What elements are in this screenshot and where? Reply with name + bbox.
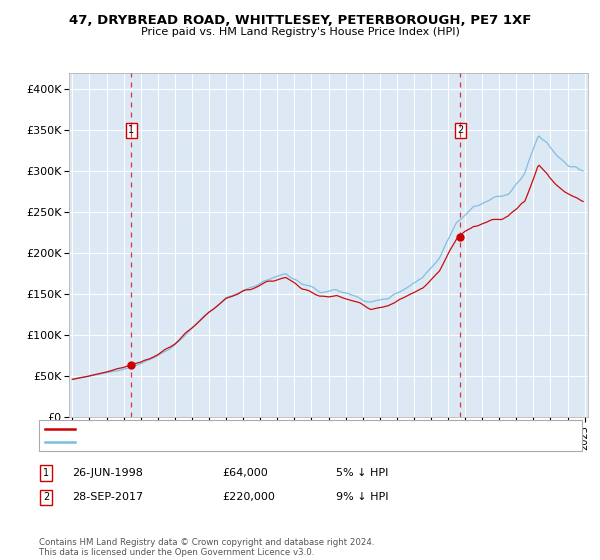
Text: £64,000: £64,000 [222,468,268,478]
Text: Price paid vs. HM Land Registry's House Price Index (HPI): Price paid vs. HM Land Registry's House … [140,27,460,37]
Text: HPI: Average price, detached house, Fenland: HPI: Average price, detached house, Fenl… [78,438,291,447]
Text: 2: 2 [43,492,49,502]
Text: 1: 1 [128,125,134,135]
Text: 2: 2 [457,125,464,135]
Text: £220,000: £220,000 [222,492,275,502]
Text: Contains HM Land Registry data © Crown copyright and database right 2024.
This d: Contains HM Land Registry data © Crown c… [39,538,374,557]
Text: 5% ↓ HPI: 5% ↓ HPI [336,468,388,478]
Text: 47, DRYBREAD ROAD, WHITTLESEY, PETERBOROUGH, PE7 1XF (detached house): 47, DRYBREAD ROAD, WHITTLESEY, PETERBORO… [78,424,460,433]
Text: 28-SEP-2017: 28-SEP-2017 [72,492,143,502]
Text: 1: 1 [43,468,49,478]
Text: 26-JUN-1998: 26-JUN-1998 [72,468,143,478]
Text: 9% ↓ HPI: 9% ↓ HPI [336,492,389,502]
Text: 47, DRYBREAD ROAD, WHITTLESEY, PETERBOROUGH, PE7 1XF: 47, DRYBREAD ROAD, WHITTLESEY, PETERBORO… [69,14,531,27]
